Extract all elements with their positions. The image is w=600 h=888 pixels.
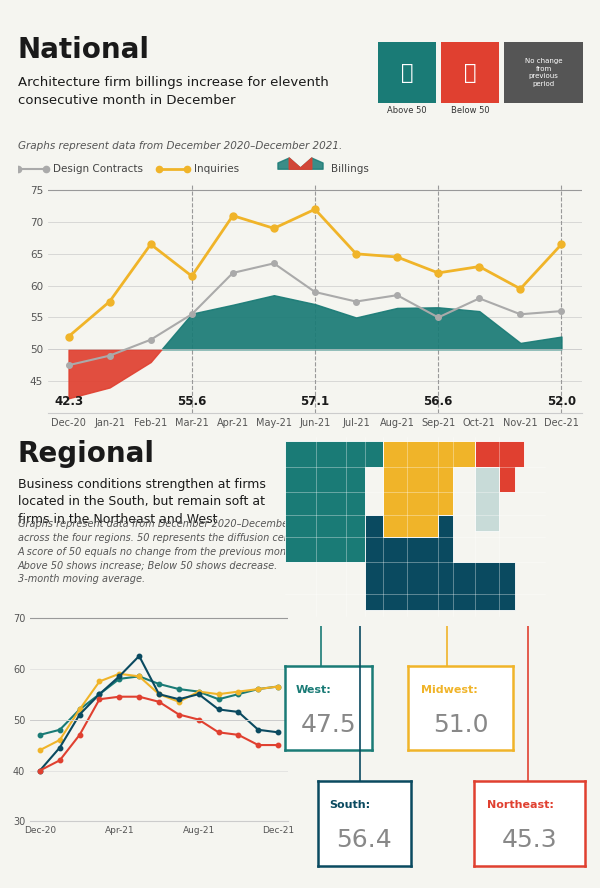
Text: 👎: 👎 <box>464 62 476 83</box>
Polygon shape <box>475 441 524 492</box>
Text: 45.3: 45.3 <box>502 829 557 852</box>
Text: Design Contracts: Design Contracts <box>53 163 143 174</box>
Text: 56.6: 56.6 <box>424 395 453 408</box>
Text: Inquiries: Inquiries <box>194 163 239 174</box>
Text: 👍: 👍 <box>401 62 413 83</box>
FancyBboxPatch shape <box>504 42 583 103</box>
Text: Above 50: Above 50 <box>388 107 427 115</box>
Text: Billings: Billings <box>331 163 369 174</box>
Polygon shape <box>365 515 515 610</box>
Text: Regional: Regional <box>18 440 155 468</box>
Text: 55.6: 55.6 <box>177 395 206 408</box>
Text: Northeast:: Northeast: <box>487 800 554 810</box>
Text: 56.4: 56.4 <box>337 829 392 852</box>
Text: Graphs represent data from December 2020–December 2021
across the four regions. : Graphs represent data from December 2020… <box>18 519 320 584</box>
Text: 51.0: 51.0 <box>433 713 488 737</box>
Text: West:: West: <box>295 685 331 694</box>
FancyBboxPatch shape <box>378 42 436 103</box>
Text: 52.0: 52.0 <box>547 395 576 408</box>
FancyBboxPatch shape <box>441 42 499 103</box>
Text: South:: South: <box>329 800 370 810</box>
Text: Architecture firm billings increase for eleventh
consecutive month in December: Architecture firm billings increase for … <box>18 76 329 107</box>
Polygon shape <box>383 441 475 537</box>
Text: No change
from
previous
period: No change from previous period <box>525 59 562 87</box>
Text: Graphs represent data from December 2020–December 2021.: Graphs represent data from December 2020… <box>18 140 342 151</box>
Polygon shape <box>475 467 499 530</box>
Text: Midwest:: Midwest: <box>421 685 478 694</box>
Polygon shape <box>285 441 383 562</box>
Text: Below 50: Below 50 <box>451 107 490 115</box>
Text: 47.5: 47.5 <box>301 713 356 737</box>
Text: 42.3: 42.3 <box>54 395 83 408</box>
Text: National: National <box>18 36 150 64</box>
Text: Business conditions strengthen at firms
located in the South, but remain soft at: Business conditions strengthen at firms … <box>18 478 266 526</box>
Text: 57.1: 57.1 <box>301 395 329 408</box>
